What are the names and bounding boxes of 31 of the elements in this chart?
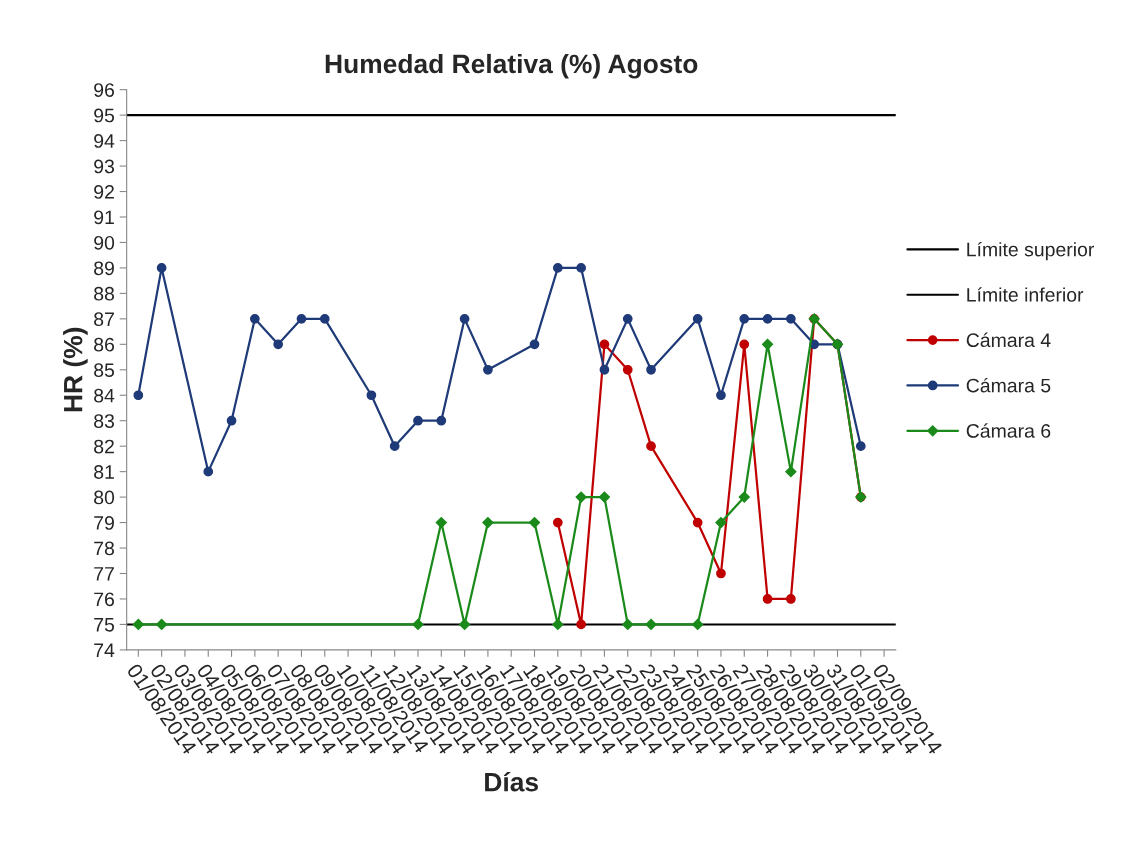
- y-tick-label: 84: [94, 388, 115, 403]
- y-tick-label: 87: [94, 312, 114, 327]
- y-tick-label: 95: [94, 108, 115, 123]
- y-tick-label: 88: [94, 286, 115, 301]
- y-tick-label: 92: [94, 185, 114, 199]
- y-tick-label: 77: [94, 567, 114, 581]
- x-axis-title: Días: [485, 771, 538, 792]
- y-tick-label: 78: [94, 541, 115, 556]
- y-tick-label: 91: [94, 210, 114, 225]
- legend-label: Cámara 6: [966, 423, 1051, 438]
- y-tick-label: 89: [94, 261, 114, 276]
- legend-label: Límite superior: [967, 241, 1095, 261]
- y-tick-label: 86: [94, 337, 115, 352]
- y-tick-label: 90: [94, 235, 115, 250]
- legend-label: Cámara 4: [966, 332, 1051, 348]
- y-tick-label: 83: [94, 414, 115, 428]
- y-axis-title: HR (%): [63, 327, 88, 412]
- y-tick-label: 85: [94, 363, 115, 378]
- y-tick-label: 79: [94, 516, 114, 530]
- y-tick-label: 82: [94, 439, 114, 454]
- y-tick-label: 94: [94, 134, 115, 148]
- y-tick-label: 76: [94, 592, 115, 607]
- y-tick-label: 96: [94, 83, 115, 97]
- y-tick-label: 74: [94, 643, 115, 657]
- y-tick-label: 75: [94, 618, 115, 632]
- y-tick-label: 80: [94, 490, 115, 505]
- y-tick-label: 81: [94, 465, 114, 479]
- chart-title: Humedad Relativa (%) Agosto: [325, 53, 698, 79]
- legend-label: Cámara 5: [966, 377, 1051, 393]
- legend-label: Límite inferior: [967, 287, 1084, 302]
- y-tick-label: 93: [94, 159, 115, 174]
